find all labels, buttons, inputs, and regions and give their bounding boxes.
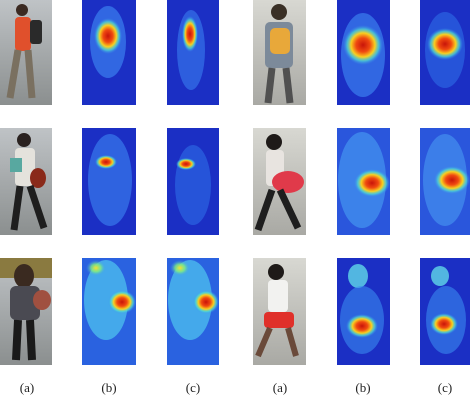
person-bag <box>33 290 51 310</box>
heatmap-hot <box>354 169 390 197</box>
column-label: (b) <box>355 380 370 395</box>
person-legs <box>255 326 299 358</box>
heatmap-hot <box>108 290 136 314</box>
person-book <box>10 158 22 172</box>
person-body <box>268 280 288 312</box>
person-shorts <box>264 312 294 328</box>
heatmap <box>337 258 390 365</box>
photo <box>0 0 52 105</box>
heatmap-body <box>168 260 212 340</box>
column-label: (a) <box>20 380 34 395</box>
person-head <box>266 134 282 150</box>
person-legs <box>6 49 36 99</box>
person-head <box>16 4 28 16</box>
person-head <box>14 264 34 288</box>
heatmap-hot <box>94 18 122 54</box>
photo <box>0 258 52 365</box>
person-bag <box>270 28 290 54</box>
person-body <box>15 17 31 51</box>
person-bag <box>272 171 304 193</box>
heatmap-body <box>84 260 128 340</box>
person-body <box>10 286 40 320</box>
heatmap-warm <box>170 260 190 276</box>
photo <box>0 128 52 235</box>
heatmap <box>337 0 390 105</box>
heatmap-hot <box>95 155 117 169</box>
heatmap <box>82 258 136 365</box>
photo <box>253 0 306 105</box>
heatmap-hot <box>346 314 378 338</box>
heatmap-hot <box>176 158 196 170</box>
person-legs <box>254 188 302 232</box>
column-label: (c) <box>186 380 200 395</box>
heatmap-hot <box>193 290 219 314</box>
person-legs <box>10 184 48 231</box>
heatmap-body <box>88 134 132 226</box>
heatmap-hot <box>182 16 198 52</box>
column-label: (a) <box>273 380 287 395</box>
heatmap <box>82 128 136 235</box>
heatmap-warm <box>86 260 106 276</box>
person-body <box>15 148 35 186</box>
heatmap <box>420 128 470 235</box>
person-head <box>271 4 287 20</box>
column-label: (c) <box>438 380 452 395</box>
heatmap-head <box>431 266 449 286</box>
heatmap-hot <box>343 25 383 65</box>
heatmap-hot <box>427 28 463 60</box>
heatmap <box>420 258 470 365</box>
heatmap <box>420 0 470 105</box>
column-label: (b) <box>101 380 116 395</box>
heatmap <box>82 0 136 105</box>
heatmap-head <box>348 264 368 288</box>
person-legs <box>12 319 36 361</box>
heatmap-hot <box>434 166 470 194</box>
heatmap <box>167 0 219 105</box>
person-bag <box>30 20 42 44</box>
heatmap-body <box>175 145 211 225</box>
person-head <box>17 133 31 147</box>
heatmap <box>167 128 219 235</box>
heatmap <box>167 258 219 365</box>
heatmap <box>337 128 390 235</box>
person-head <box>268 264 284 280</box>
person-legs <box>264 67 294 104</box>
photo <box>253 128 306 235</box>
heatmap-hot <box>430 313 458 335</box>
photo <box>253 258 306 365</box>
person-bag <box>30 168 46 188</box>
